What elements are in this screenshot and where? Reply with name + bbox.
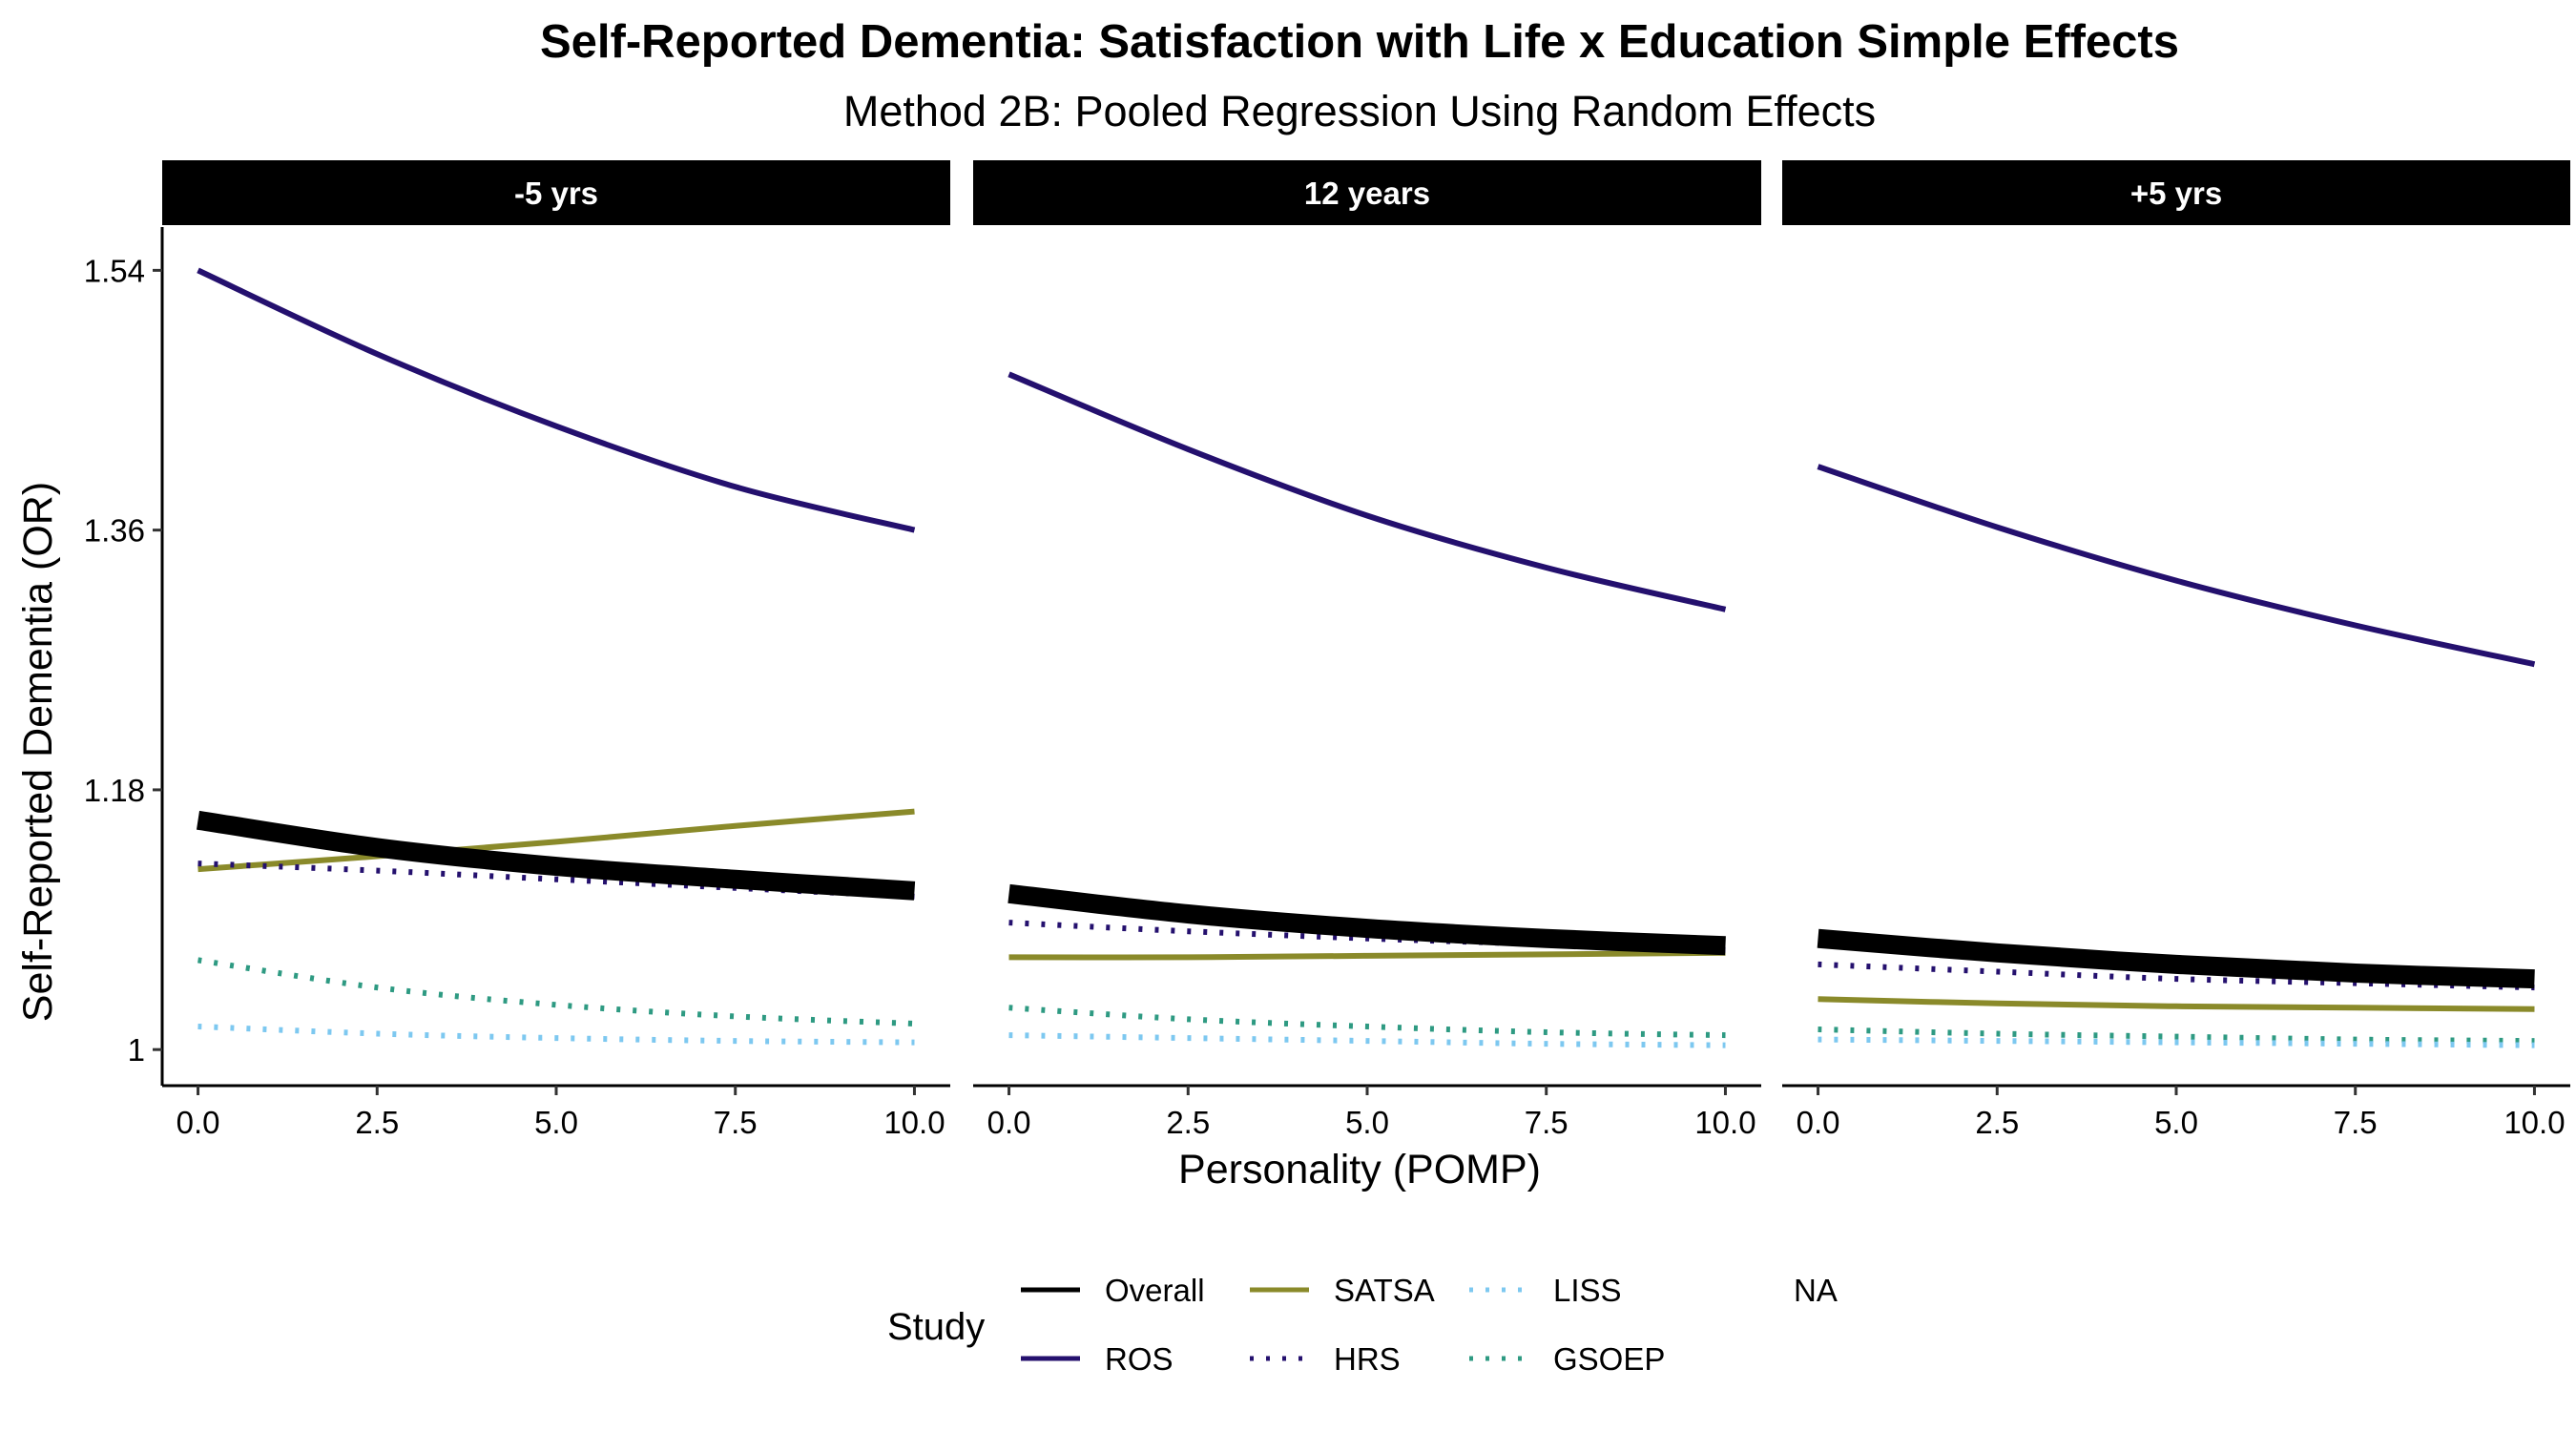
facet-strip [162, 160, 950, 225]
y-tick-label: 1.36 [84, 513, 145, 549]
legend-label: SATSA [1334, 1273, 1435, 1308]
series-line-ros [1817, 464, 2536, 668]
legend-label: LISS [1553, 1273, 1622, 1308]
x-tick-label: 2.5 [355, 1105, 399, 1140]
legend-item-satsa: SATSA [1250, 1273, 1435, 1308]
y-tick-label: 1 [128, 1032, 145, 1068]
facet-strip [1782, 160, 2570, 225]
facet-strip-label: 12 years [1304, 176, 1430, 211]
y-axis-title: Self-Reported Dementia (OR) [15, 482, 61, 1022]
x-tick-label: 10.0 [2503, 1105, 2565, 1140]
series-line-ros [1008, 371, 1727, 612]
series-line-overall [1008, 883, 1726, 956]
legend-label: Overall [1105, 1273, 1205, 1308]
legend-item-liss: LISS [1469, 1273, 1622, 1308]
x-tick-label: 7.5 [2334, 1105, 2378, 1140]
series-line-satsa [1008, 949, 1726, 961]
x-tick-label: 5.0 [1345, 1105, 1389, 1140]
y-tick-label: 1.18 [84, 773, 145, 808]
series-line-hrs [1818, 961, 2535, 991]
series-line-satsa [197, 808, 915, 873]
series-line-hrs [1008, 920, 1726, 953]
facet-panels: -5 yrs 0.0 2.5 5.0 7.5 10.0 1 1.18 1.36 1.54 12 ye… [84, 160, 2570, 1140]
legend-item-na: NA [1794, 1273, 1838, 1308]
x-axis-title: Personality (POMP) [1178, 1147, 1541, 1192]
series-line-liss [1818, 1036, 2535, 1048]
x-tick-label: 2.5 [1166, 1105, 1210, 1140]
legend-label: GSOEP [1553, 1341, 1665, 1377]
facet-panel-5-yrs: +5 yrs 0.0 2.5 5.0 7.5 10.0 [1782, 160, 2570, 1140]
x-tick-label: 2.5 [1975, 1105, 2019, 1140]
series-line-liss [1008, 1032, 1726, 1048]
chart-title: Self-Reported Dementia: Satisfaction wit… [540, 16, 2179, 68]
legend-title: Study [887, 1306, 985, 1348]
series-line-overall [196, 810, 916, 901]
legend-item-gsoep: GSOEP [1469, 1341, 1665, 1377]
series-line-gsoep [197, 957, 915, 1027]
series-line-hrs [197, 861, 915, 900]
facet-strip [973, 160, 1761, 225]
series-line-satsa [1818, 996, 2535, 1012]
x-tick-label: 7.5 [714, 1105, 758, 1140]
x-tick-label: 5.0 [2154, 1105, 2198, 1140]
series-line-gsoep [1008, 1005, 1726, 1039]
x-tick-label: 0.0 [1797, 1105, 1840, 1140]
facet-strip-label: +5 yrs [2130, 176, 2222, 211]
x-tick-label: 0.0 [987, 1105, 1031, 1140]
x-tick-label: 7.5 [1525, 1105, 1568, 1140]
legend-label: HRS [1334, 1341, 1401, 1377]
legend-label: ROS [1105, 1341, 1174, 1377]
series-line-overall [1817, 928, 2535, 989]
y-tick-label: 1.54 [84, 253, 145, 288]
series-line-gsoep [1818, 1027, 2535, 1045]
series-line-liss [197, 1024, 915, 1046]
facet-strip-label: -5 yrs [514, 176, 598, 211]
legend-item-hrs: HRS [1250, 1341, 1401, 1377]
facet-panel-5-yrs: -5 yrs 0.0 2.5 5.0 7.5 10.0 1 1.18 1.36 1.54 [84, 160, 950, 1140]
chart-subtitle: Method 2B: Pooled Regression Using Rando… [843, 87, 1876, 135]
legend: Study Overall ROS SATSA HRS LISS GSOEP NA [887, 1273, 1838, 1377]
x-tick-label: 10.0 [1694, 1105, 1755, 1140]
legend-item-ros: ROS [1021, 1341, 1174, 1377]
x-tick-label: 0.0 [177, 1105, 220, 1140]
series-line-ros [197, 267, 916, 533]
x-tick-label: 5.0 [534, 1105, 578, 1140]
facet-panel-12-years: 12 years 0.0 2.5 5.0 7.5 10.0 [973, 160, 1761, 1140]
legend-label: NA [1794, 1273, 1838, 1308]
legend-item-overall: Overall [1021, 1273, 1205, 1308]
x-tick-label: 10.0 [883, 1105, 945, 1140]
